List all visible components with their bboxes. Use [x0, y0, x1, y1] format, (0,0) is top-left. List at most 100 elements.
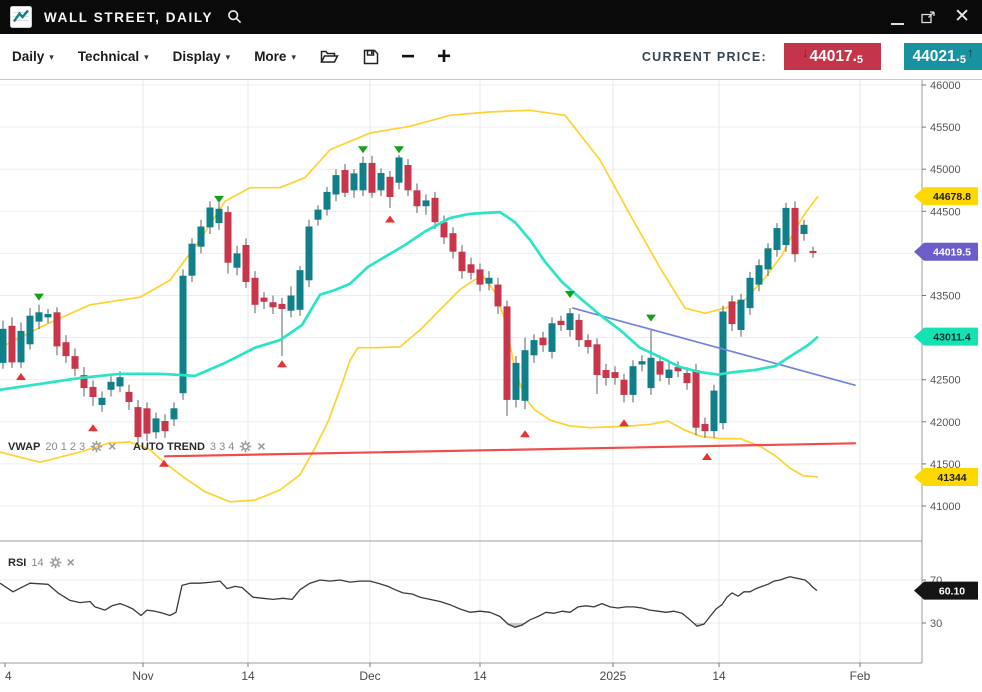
price-chart[interactable]: 4600045500450004450044000435004300042500… — [0, 80, 982, 692]
svg-text:Dec: Dec — [359, 669, 380, 683]
candle — [809, 250, 817, 253]
candle — [701, 423, 709, 432]
svg-text:30: 30 — [930, 618, 942, 630]
candle — [359, 162, 367, 191]
candle — [593, 344, 601, 376]
more-menu[interactable]: More ▾ — [254, 49, 296, 64]
price-up-arrow-icon: ↑ — [967, 45, 974, 60]
candle — [782, 207, 790, 245]
candle — [395, 157, 403, 183]
svg-text:41500: 41500 — [930, 459, 961, 471]
vwap-line — [0, 210, 819, 392]
bullish-signal-icon — [520, 430, 530, 438]
vwap-params: 20 1 2 3 — [45, 440, 86, 453]
popout-icon[interactable] — [920, 9, 938, 25]
bid-price-value: 44017. — [809, 47, 857, 65]
bid-price-fraction: 5 — [856, 54, 864, 66]
price-axis: 4600045500450004450044000435004300042500… — [922, 80, 961, 630]
svg-text:46000: 46000 — [930, 80, 961, 92]
candle — [350, 173, 358, 191]
svg-text:Feb: Feb — [850, 669, 871, 683]
svg-text:14: 14 — [473, 669, 487, 683]
candle — [557, 320, 565, 325]
svg-text:44019.5: 44019.5 — [933, 247, 971, 259]
timeframe-menu-label: Daily — [12, 49, 45, 64]
candle — [296, 270, 304, 310]
candle — [8, 325, 16, 363]
gear-icon[interactable] — [90, 440, 103, 453]
candle — [710, 390, 718, 432]
close-icon[interactable]: × — [108, 438, 117, 454]
axis-price-badge — [914, 187, 978, 206]
candle — [386, 176, 394, 197]
candle — [368, 162, 376, 193]
app-logo-icon — [10, 6, 32, 28]
candle — [287, 295, 295, 311]
candle — [125, 391, 133, 402]
candle — [215, 208, 223, 224]
svg-text:2025: 2025 — [600, 669, 627, 683]
display-menu[interactable]: Display ▾ — [173, 49, 231, 64]
candle — [611, 372, 619, 378]
svg-text:14: 14 — [241, 669, 255, 683]
bearish-signal-icon — [358, 146, 368, 154]
candle — [161, 421, 169, 432]
candle — [422, 200, 430, 207]
candle — [17, 330, 25, 363]
open-folder-icon[interactable] — [320, 49, 339, 64]
candle — [530, 340, 538, 356]
search-icon[interactable] — [227, 9, 243, 25]
axis-badges: 44678.8 44019.5 43011.4 41344 60.10 — [914, 187, 978, 600]
candle — [737, 299, 745, 330]
candle — [278, 303, 286, 309]
candle — [62, 342, 70, 357]
save-icon[interactable] — [363, 49, 379, 65]
close-icon[interactable]: × — [66, 554, 75, 570]
minimize-icon[interactable] — [891, 9, 905, 25]
rsi-indicator-label: RSI 14 × — [8, 554, 75, 570]
zoom-in-button[interactable]: + — [437, 42, 452, 70]
price-down-arrow-icon: ↓ — [801, 45, 809, 60]
candle — [791, 207, 799, 255]
autotrend-name: AUTO TREND — [133, 440, 205, 453]
candle — [647, 357, 655, 389]
candle — [440, 222, 448, 238]
title-bar: WALL STREET, DAILY ✕ — [0, 0, 982, 34]
page-title: WALL STREET, DAILY — [44, 9, 214, 25]
candle — [503, 306, 511, 400]
axis-price-badge — [914, 468, 978, 486]
svg-text:41000: 41000 — [930, 501, 961, 513]
axis-price-badge — [914, 327, 978, 346]
bearish-signal-icon — [34, 293, 44, 301]
candle — [548, 323, 556, 352]
rsi-name: RSI — [8, 556, 27, 569]
svg-text:4: 4 — [5, 669, 12, 683]
bid-price-badge: ↓ 44017. 5 — [784, 43, 881, 70]
candle — [413, 190, 421, 207]
bullish-signal-icon — [16, 373, 26, 380]
timeframe-menu[interactable]: Daily ▾ — [12, 49, 54, 64]
candle — [566, 313, 574, 330]
close-icon[interactable]: ✕ — [954, 6, 970, 27]
vwap-indicator-label: VWAP 20 1 2 3 × — [8, 438, 117, 454]
toolbar: Daily ▾ Technical ▾ Display ▾ More ▾ — [0, 34, 982, 80]
candle — [80, 375, 88, 389]
candle — [431, 197, 439, 223]
zoom-out-button[interactable]: − — [400, 42, 415, 70]
candle — [242, 245, 250, 282]
candle — [89, 386, 97, 397]
svg-text:42500: 42500 — [930, 375, 961, 387]
candle — [584, 340, 592, 347]
bullish-signal-icon — [385, 215, 395, 223]
candle — [665, 369, 673, 378]
technical-menu[interactable]: Technical ▾ — [78, 49, 149, 64]
gear-icon[interactable] — [239, 440, 252, 453]
close-icon[interactable]: × — [257, 438, 266, 454]
candle — [719, 311, 727, 424]
chevron-down-icon: ▾ — [49, 52, 54, 62]
gear-icon[interactable] — [49, 556, 62, 569]
candle — [521, 350, 529, 401]
autotrend-indicator-label: AUTO TREND 3 3 4 × — [133, 438, 266, 454]
current-price-label: CURRENT PRICE: — [641, 49, 767, 64]
bearish-signal-icon — [646, 314, 656, 322]
